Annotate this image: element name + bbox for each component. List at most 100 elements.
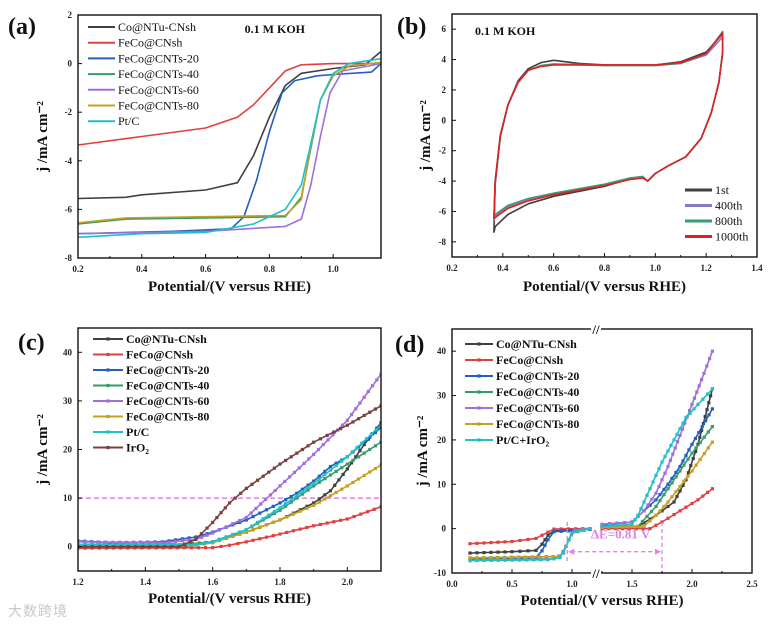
data-marker xyxy=(146,541,150,545)
x-tick-label: 0.5 xyxy=(506,579,518,589)
y-tick-label: 2 xyxy=(68,10,73,20)
data-marker xyxy=(543,538,547,542)
data-marker xyxy=(648,487,652,491)
series-group xyxy=(78,372,381,550)
data-marker xyxy=(503,550,507,554)
data-marker xyxy=(316,447,321,452)
x-axis-title: Potential/(V versus RHE) xyxy=(148,279,311,295)
panel-label: (a) xyxy=(8,14,36,40)
data-marker xyxy=(159,543,163,547)
data-marker xyxy=(681,459,685,463)
data-marker xyxy=(238,519,242,523)
data-marker xyxy=(518,558,522,562)
data-marker xyxy=(187,536,191,540)
data-marker xyxy=(362,395,366,399)
legend-label: FeCo@CNTs-40 xyxy=(126,379,209,393)
y-tick-label: 20 xyxy=(63,445,73,455)
legend-label: FeCo@CNTs-20 xyxy=(118,51,199,65)
data-marker xyxy=(312,503,316,507)
data-marker xyxy=(160,541,164,545)
data-marker xyxy=(288,475,292,479)
data-marker xyxy=(698,457,702,462)
data-marker xyxy=(654,504,658,509)
data-marker xyxy=(496,540,500,544)
data-marker xyxy=(264,535,269,539)
data-marker xyxy=(477,358,481,362)
y-tick-label: 0 xyxy=(68,59,73,69)
data-marker xyxy=(582,528,586,532)
data-marker xyxy=(194,543,198,547)
data-marker xyxy=(552,527,556,531)
data-marker xyxy=(645,493,649,497)
data-marker xyxy=(706,446,710,450)
data-marker xyxy=(705,408,709,412)
data-marker xyxy=(379,505,381,509)
data-marker xyxy=(607,524,612,528)
data-marker xyxy=(379,372,381,376)
data-marker xyxy=(362,443,366,447)
x-tick-label: 2.5 xyxy=(746,579,758,589)
data-marker xyxy=(482,558,486,563)
data-marker xyxy=(278,506,282,510)
data-marker xyxy=(340,487,344,491)
data-marker xyxy=(706,490,710,495)
data-marker xyxy=(223,506,227,510)
data-marker xyxy=(155,545,159,549)
data-marker xyxy=(187,538,191,542)
y-tick-label: 30 xyxy=(437,391,447,401)
legend-label: Co@NTu-CNsh xyxy=(496,337,577,351)
data-marker xyxy=(350,450,354,454)
data-marker xyxy=(690,469,694,473)
y-tick-label: 10 xyxy=(437,479,447,489)
data-marker xyxy=(173,543,177,547)
data-marker xyxy=(546,538,550,542)
data-marker xyxy=(700,425,704,429)
data-marker xyxy=(503,540,507,544)
data-marker xyxy=(690,451,694,455)
series-group xyxy=(468,349,714,563)
data-marker xyxy=(552,530,556,534)
data-marker xyxy=(258,525,262,529)
data-marker xyxy=(706,430,710,434)
legend-label: FeCo@CNsh xyxy=(496,353,563,367)
x-tick-label: 0.6 xyxy=(200,264,212,274)
data-marker xyxy=(648,517,652,521)
data-marker xyxy=(106,383,110,388)
data-marker xyxy=(641,527,645,531)
data-marker xyxy=(305,504,309,508)
data-marker xyxy=(636,513,640,517)
data-marker xyxy=(477,406,481,410)
data-marker xyxy=(141,545,145,549)
legend-label: FeCo@CNTs-20 xyxy=(496,369,579,383)
data-marker xyxy=(674,470,678,475)
data-marker xyxy=(489,550,493,554)
series-line xyxy=(78,62,381,146)
data-marker xyxy=(559,527,563,531)
data-marker xyxy=(518,549,522,553)
data-marker xyxy=(703,415,707,419)
data-marker xyxy=(668,458,672,462)
data-marker xyxy=(83,545,87,549)
x-axis-title: Potential/(V versus RHE) xyxy=(148,591,311,607)
data-marker xyxy=(278,484,282,488)
series-line xyxy=(78,57,381,239)
data-marker xyxy=(702,435,706,439)
data-marker xyxy=(119,545,123,549)
data-marker xyxy=(673,446,677,450)
x-tick-label: 1.2 xyxy=(72,577,84,587)
data-marker xyxy=(607,522,612,526)
data-marker xyxy=(318,522,322,527)
data-marker xyxy=(657,484,661,489)
data-marker xyxy=(645,514,649,519)
data-marker xyxy=(379,404,381,408)
data-marker xyxy=(202,541,206,545)
data-marker xyxy=(219,544,223,549)
data-marker xyxy=(112,545,116,549)
legend-label: 800th xyxy=(715,214,742,228)
data-marker xyxy=(231,534,235,538)
data-marker xyxy=(680,427,684,431)
data-marker xyxy=(295,451,299,455)
data-marker xyxy=(272,511,276,516)
y-tick-label: -10 xyxy=(434,568,446,578)
data-marker xyxy=(251,528,255,532)
